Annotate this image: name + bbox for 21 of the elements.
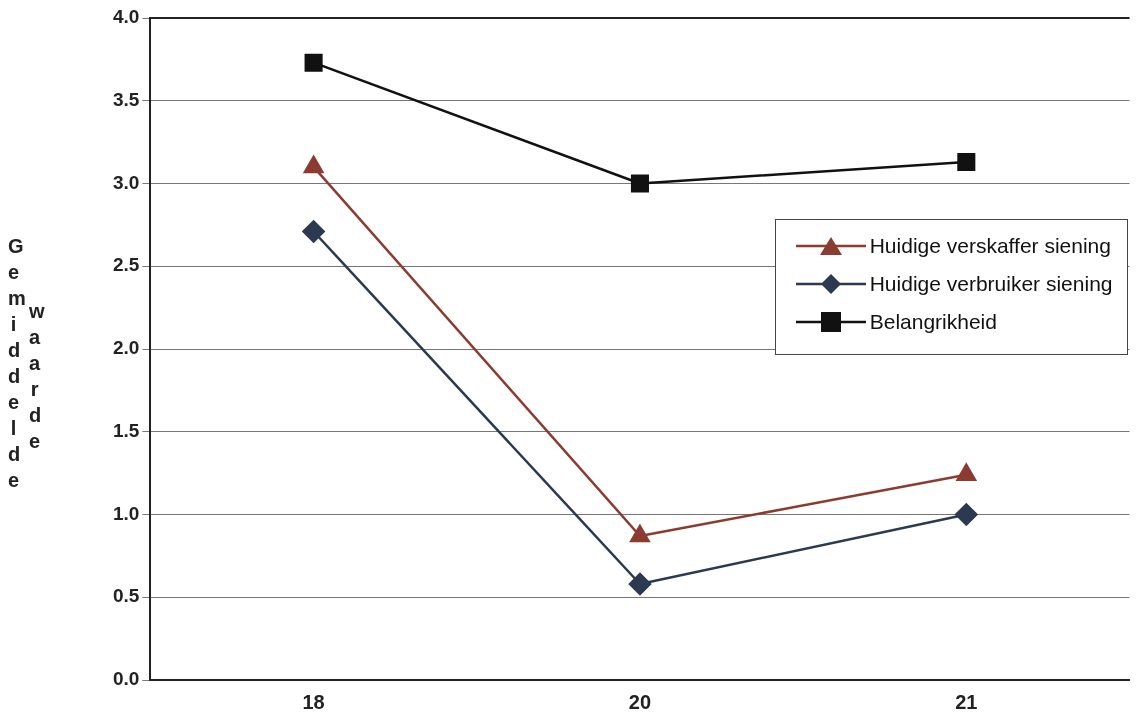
legend-label: Huidige verbruiker siening: [869, 272, 1113, 296]
y-tick-label: 1.5: [112, 419, 140, 441]
point: [302, 220, 325, 243]
y-tick-label: 3.0: [112, 171, 140, 193]
y-tick-label: 4.0: [112, 6, 140, 28]
point: [628, 572, 652, 596]
point: [957, 152, 976, 172]
x-tick-label: 20: [628, 690, 652, 713]
point: [955, 503, 978, 526]
point: [304, 53, 323, 72]
y-tick-label: 2.5: [112, 254, 140, 276]
y-tick-label: 3.5: [112, 88, 140, 110]
y-tick-label: 1.0: [112, 502, 140, 524]
point: [630, 174, 649, 193]
legend-label: Huidige verskaffer siening: [869, 234, 1111, 258]
x-tick-label: 21: [955, 690, 978, 713]
y-tick-label: 2.0: [112, 337, 140, 359]
legend-label: Belangrikheid: [869, 310, 997, 334]
y-tick-label: 0.0: [112, 668, 140, 690]
x-tick-label: 18: [302, 690, 325, 713]
y-tick-label: 0.5: [112, 585, 140, 607]
